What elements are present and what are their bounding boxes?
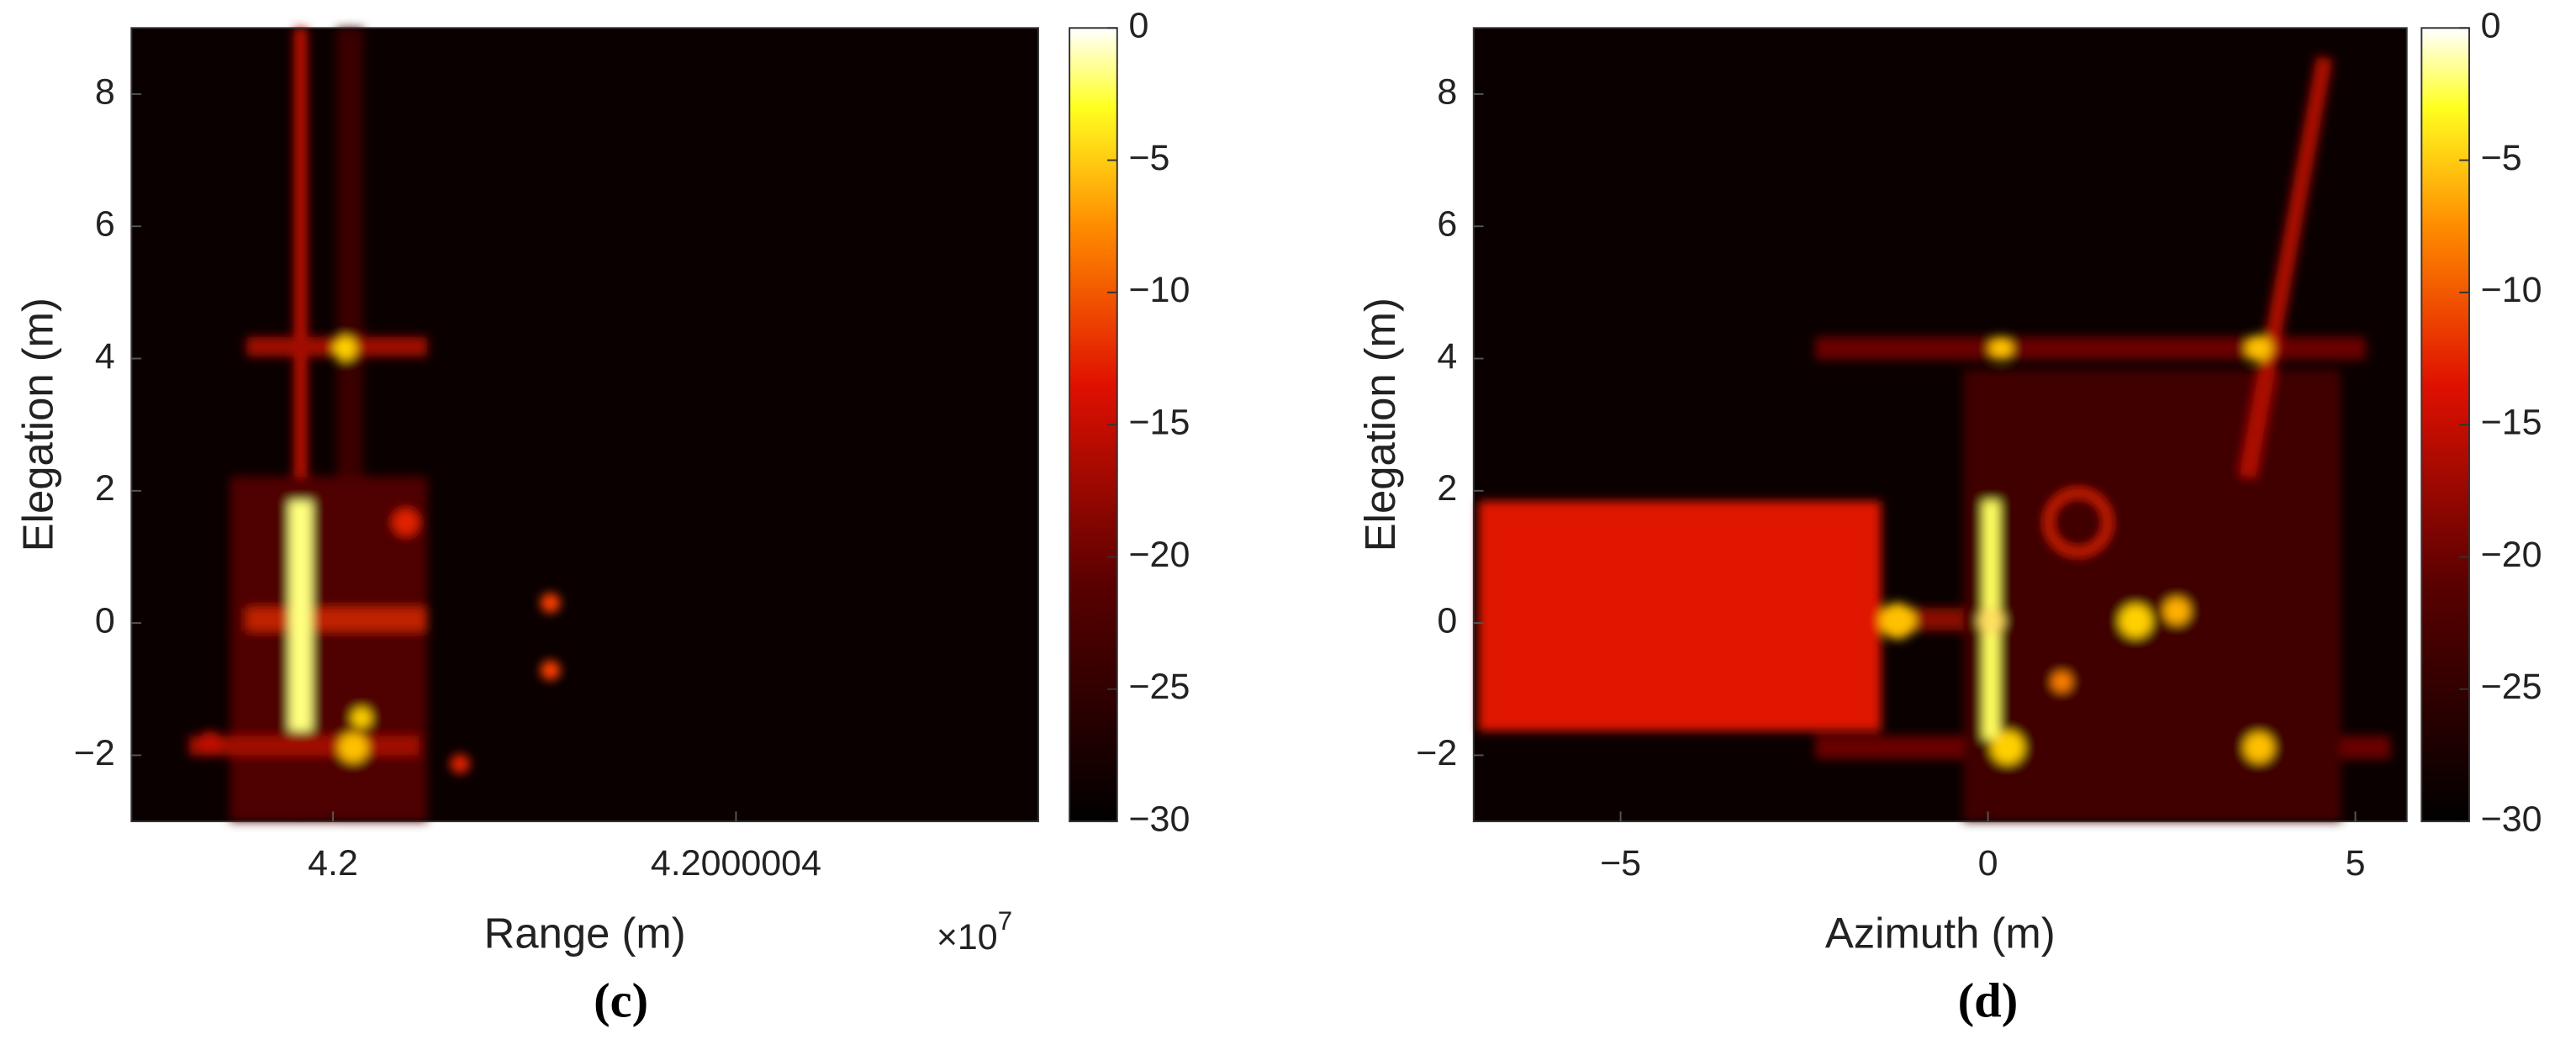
y-tick-label: 4 xyxy=(95,336,115,377)
y-tick-label: 8 xyxy=(95,71,115,112)
y-axis-label: Elegation (m) xyxy=(13,298,61,551)
y-tick-label: 2 xyxy=(95,468,115,509)
panel-caption: (c) xyxy=(594,973,648,1027)
x-multiplier: ×107 xyxy=(937,906,1012,957)
x-tick-label: 5 xyxy=(2346,843,2366,884)
image-features xyxy=(1478,55,2391,822)
colorbar-tick-label: −30 xyxy=(1128,799,1190,839)
y-tick-label: 4 xyxy=(1437,336,1457,377)
colorbar-tick-label: −10 xyxy=(2481,270,2542,310)
plot-frame xyxy=(130,27,1039,823)
x-multiplier-base: ×10 xyxy=(937,917,998,957)
image-features xyxy=(188,28,561,822)
x-axis-label: Range (m) xyxy=(484,909,686,957)
colorbar-tick-label: −20 xyxy=(2481,535,2542,575)
colorbar-tick-label: −5 xyxy=(2481,138,2522,178)
x-tick-label: 4.2 xyxy=(308,843,358,884)
colorbar-tick-label: −15 xyxy=(1128,403,1190,443)
plot-frame xyxy=(1472,27,2408,823)
y-tick-label: 6 xyxy=(1437,204,1457,245)
x-axis-label: Azimuth (m) xyxy=(1825,909,2056,957)
y-tick-label: 0 xyxy=(1437,600,1457,641)
y-tick-label: 2 xyxy=(1437,468,1457,509)
colorbar-tick-label: −25 xyxy=(1128,667,1190,707)
colorbar-tick-label: −30 xyxy=(2481,799,2542,839)
panel-caption: (d) xyxy=(1958,973,2019,1027)
colorbar-tick-label: 0 xyxy=(2481,6,2501,46)
colorbar-tick-label: −10 xyxy=(1128,270,1190,310)
y-tick-label: −2 xyxy=(74,733,115,773)
y-axis-label: Elegation (m) xyxy=(1356,298,1404,551)
y-tick-label: 8 xyxy=(1437,71,1457,112)
y-tick-label: 0 xyxy=(95,600,115,641)
colorbar-tick-label: −5 xyxy=(1128,138,1169,178)
x-tick-label: 4.2000004 xyxy=(651,843,821,884)
colorbar-tick-label: −25 xyxy=(2481,667,2542,707)
x-tick-label: −5 xyxy=(1600,843,1641,884)
colorbar-tick-label: 0 xyxy=(1128,6,1148,46)
y-tick-label: 6 xyxy=(95,204,115,245)
y-tick-label: −2 xyxy=(1416,733,1457,773)
x-tick-label: 0 xyxy=(1978,843,1998,884)
colorbar-tick-label: −15 xyxy=(2481,403,2542,443)
colorbar-tick-label: −20 xyxy=(1128,535,1190,575)
x-multiplier-exponent: 7 xyxy=(998,906,1012,936)
